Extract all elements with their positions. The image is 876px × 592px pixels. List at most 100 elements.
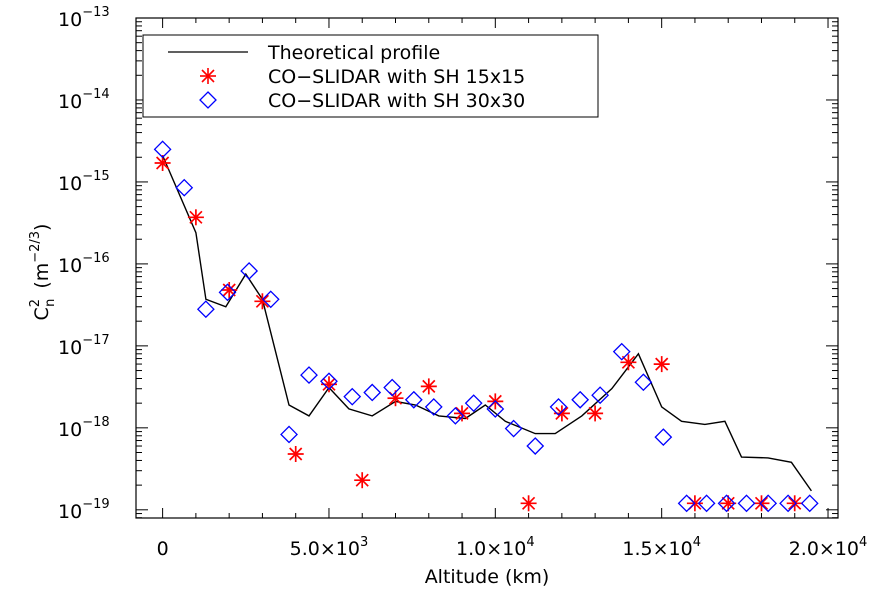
sh30-point bbox=[218, 283, 237, 302]
sh30-point bbox=[424, 397, 443, 416]
sh15-point bbox=[720, 495, 737, 512]
x-axis-title: Altitude (km) bbox=[425, 566, 550, 588]
x-tick-label-base: 5.0×10 bbox=[290, 538, 360, 560]
sh30-point bbox=[300, 366, 318, 385]
sh30-point bbox=[549, 397, 568, 416]
x-tick-label: 1.5×104 bbox=[622, 535, 701, 560]
sh30-point bbox=[280, 425, 298, 444]
sh30-point bbox=[196, 300, 215, 319]
x-tick-label-base: 2.0×10 bbox=[789, 538, 859, 560]
y-tick-label: 10−18 bbox=[58, 415, 110, 441]
y-title-unit-exp: −2/3 bbox=[28, 231, 43, 263]
x-tick-label-exp: 4 bbox=[693, 535, 701, 550]
y-title-sup: 2 bbox=[28, 299, 43, 307]
y-tick-label-base: 10 bbox=[58, 337, 82, 359]
sh30-point bbox=[175, 178, 194, 197]
sh30-point bbox=[612, 342, 631, 361]
sh30-point bbox=[504, 419, 523, 438]
x-tick-label-exp: 4 bbox=[859, 535, 867, 550]
y-tick-label: 10−16 bbox=[58, 251, 110, 277]
y-title-unit-open: (m bbox=[31, 263, 53, 289]
legend-diamond-swatch bbox=[199, 91, 217, 109]
x-tick-label: 0 bbox=[157, 538, 169, 560]
sh30-point bbox=[464, 394, 483, 413]
sh30-point bbox=[486, 400, 505, 418]
y-tick-label-exp: −16 bbox=[82, 251, 109, 266]
y-tick-label-base: 10 bbox=[58, 419, 82, 441]
sh30-point bbox=[320, 372, 338, 391]
sh30-point bbox=[261, 290, 280, 309]
sh15-point bbox=[587, 405, 604, 422]
y-tick-label: 10−14 bbox=[58, 87, 110, 113]
y-tick-label-base: 10 bbox=[58, 173, 82, 195]
sh30-point bbox=[363, 383, 382, 402]
y-title-base: C bbox=[31, 307, 53, 320]
sh30-point bbox=[343, 387, 362, 406]
svg-text:C2n(m−2/3): C2n (m−2/3) bbox=[28, 224, 58, 321]
sh30-point bbox=[697, 494, 716, 513]
legend-label-sh30: CO−SLIDAR with SH 30x30 bbox=[268, 90, 525, 112]
y-tick-label-base: 10 bbox=[58, 501, 82, 523]
y-axis-title: C2n (m−2/3) bbox=[28, 224, 58, 321]
y-tick-label-exp: −15 bbox=[82, 169, 109, 184]
y-tick-label-exp: −13 bbox=[82, 5, 109, 20]
sh15-point bbox=[354, 472, 371, 489]
sh15-point bbox=[520, 495, 537, 512]
x-tick-label: 1.0×104 bbox=[456, 535, 535, 560]
y-tick-label-exp: −19 bbox=[82, 497, 109, 512]
legend-label-theoretical: Theoretical profile bbox=[267, 42, 440, 64]
y-tick-label: 10−13 bbox=[58, 5, 110, 31]
y-tick-label-exp: −14 bbox=[82, 87, 109, 102]
sh15-point bbox=[620, 354, 637, 371]
y-tick-label-base: 10 bbox=[58, 255, 82, 277]
legend-box bbox=[142, 34, 599, 118]
sh30-point bbox=[446, 406, 465, 425]
sh30-point bbox=[654, 428, 673, 447]
x-tick-label: 5.0×103 bbox=[290, 535, 369, 560]
sh15-point bbox=[786, 495, 803, 512]
sh15-point bbox=[287, 446, 304, 462]
sh15-point bbox=[254, 293, 271, 310]
sh30-point bbox=[591, 386, 610, 405]
sh30-point bbox=[634, 373, 653, 392]
sh30-point bbox=[759, 494, 778, 513]
sh15-point bbox=[653, 356, 670, 373]
sh15-point bbox=[454, 405, 470, 422]
sh30-point bbox=[404, 390, 423, 409]
theoretical-profile-line bbox=[161, 155, 812, 492]
sh30-point bbox=[677, 494, 696, 513]
sh30-point bbox=[153, 140, 172, 159]
legend-asterisk-swatch bbox=[200, 68, 216, 84]
legend: Theoretical profile CO−SLIDAR with SH 15… bbox=[142, 34, 599, 118]
series-layer bbox=[153, 140, 819, 513]
sh15-point bbox=[753, 495, 770, 512]
sh30-point bbox=[779, 494, 798, 513]
y-tick-label-base: 10 bbox=[58, 9, 82, 31]
y-tick-label: 10−19 bbox=[58, 497, 110, 523]
y-tick-label: 10−15 bbox=[58, 169, 110, 195]
axis-ticks bbox=[136, 17, 838, 519]
y-tick-label-exp: −18 bbox=[82, 415, 109, 430]
sh30-point bbox=[717, 494, 736, 513]
sh30-point bbox=[571, 390, 590, 409]
x-tick-label: 2.0×104 bbox=[789, 535, 868, 560]
x-tick-label-base: 0 bbox=[157, 538, 169, 560]
sh15-point bbox=[553, 405, 570, 422]
y-tick-label: 10−17 bbox=[58, 333, 110, 359]
y-title-sub: n bbox=[43, 299, 58, 307]
sh15-point bbox=[420, 378, 437, 395]
x-tick-label-exp: 4 bbox=[526, 535, 534, 550]
legend-label-sh15: CO−SLIDAR with SH 15x15 bbox=[268, 66, 525, 88]
x-tick-label-exp: 3 bbox=[360, 535, 368, 550]
x-tick-label-base: 1.0×10 bbox=[456, 538, 526, 560]
sh15-point bbox=[187, 209, 204, 226]
x-tick-label-base: 1.5×10 bbox=[622, 538, 692, 560]
sh30-point bbox=[526, 437, 545, 455]
tick-labels: 0 5.0×103 1.0×104 1.5×104 2.0×10410−1910−181… bbox=[58, 5, 867, 560]
y-tick-label-exp: −17 bbox=[82, 333, 109, 348]
sh30-point bbox=[383, 378, 402, 397]
sh30-point bbox=[800, 494, 819, 513]
sh30-point bbox=[240, 262, 259, 280]
y-title-unit-close: ) bbox=[31, 224, 53, 231]
